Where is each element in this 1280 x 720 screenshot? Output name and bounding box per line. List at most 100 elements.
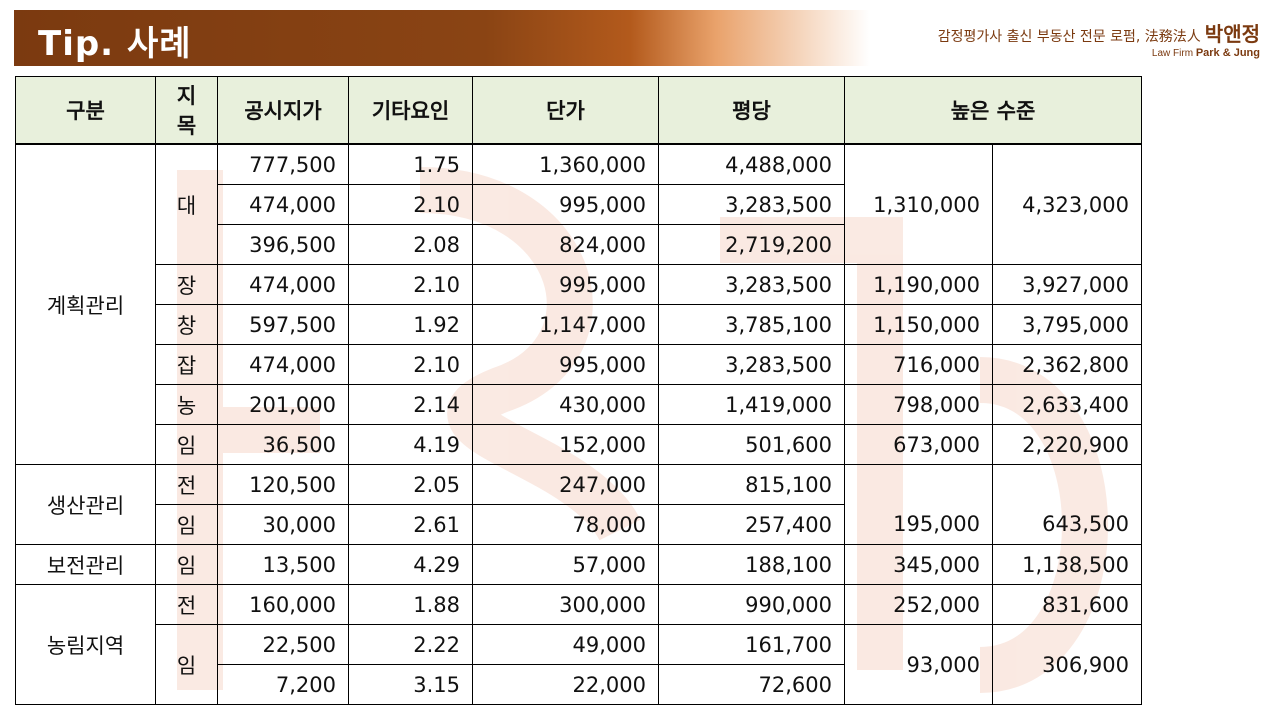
unit-price-cell: 300,000 — [472, 584, 659, 625]
per-pyeong-cell: 2,719,200 — [658, 224, 845, 265]
table-row: 잡 474,000 2.10 995,000 3,283,500 716,000… — [16, 344, 1142, 385]
posted-price-cell: 120,500 — [217, 464, 349, 505]
high-unit-cell: 798,000 — [844, 384, 993, 425]
unit-price-cell: 1,360,000 — [472, 143, 659, 185]
high-unit-cell — [844, 464, 993, 505]
firm-tagline: 감정평가사 출신 부동산 전문 로펌, 法務法人 — [937, 29, 1201, 45]
posted-price-cell: 22,500 — [217, 624, 349, 665]
high-unit-cell: 93,000 — [844, 624, 993, 705]
col-header-unit-price: 단가 — [472, 76, 659, 145]
per-pyeong-cell: 1,419,000 — [658, 384, 845, 425]
per-pyeong-cell: 161,700 — [658, 624, 845, 665]
high-pyeong-cell: 2,220,900 — [992, 424, 1142, 465]
posted-price-cell: 201,000 — [217, 384, 349, 425]
land-type-cell: 임 — [155, 504, 218, 545]
high-pyeong-cell: 1,138,500 — [992, 544, 1142, 585]
factor-cell: 1.75 — [348, 143, 473, 185]
unit-price-cell: 247,000 — [472, 464, 659, 505]
firm-logo: 감정평가사 출신 부동산 전문 로펌, 法務法人 박앤정 Law Firm Par… — [938, 18, 1260, 59]
factor-cell: 2.08 — [348, 224, 473, 265]
per-pyeong-cell: 4,488,000 — [658, 143, 845, 185]
high-unit-cell: 1,190,000 — [844, 264, 993, 305]
high-unit-cell: 716,000 — [844, 344, 993, 385]
firm-en-name: Park & Jung — [1195, 47, 1260, 59]
land-type-cell: 잡 — [155, 344, 218, 385]
table-row: 보전관리 임 13,500 4.29 57,000 188,100 345,00… — [15, 544, 1142, 585]
high-unit-cell: 673,000 — [844, 424, 993, 465]
unit-price-cell: 152,000 — [472, 424, 659, 465]
table-header-row: 구분 지목 공시지가 기타요인 단가 평당 높은 수준 — [15, 76, 1142, 145]
per-pyeong-cell: 501,600 — [658, 424, 845, 465]
posted-price-cell: 474,000 — [217, 264, 349, 305]
high-pyeong-cell: 831,600 — [992, 584, 1142, 625]
posted-price-cell: 396,500 — [217, 224, 349, 265]
unit-price-cell: 22,000 — [472, 664, 659, 705]
factor-cell: 4.19 — [348, 424, 473, 465]
title-bar: Tip. 사례 — [14, 10, 870, 66]
per-pyeong-cell: 3,283,500 — [658, 264, 845, 305]
unit-price-cell: 430,000 — [472, 384, 659, 425]
high-pyeong-cell: 2,362,800 — [992, 344, 1142, 385]
firm-en-prefix: Law Firm — [1151, 48, 1194, 59]
table-row: 생산관리 전 120,500 2.05 247,000 815,100 — [15, 464, 1142, 545]
col-header-land-type: 지목 — [155, 76, 218, 145]
posted-price-cell: 160,000 — [217, 584, 349, 625]
factor-cell: 2.10 — [348, 184, 473, 225]
unit-price-cell: 995,000 — [472, 344, 659, 385]
table-row: 임 30,000 2.61 78,000 257,400 195,000 643… — [16, 504, 1142, 545]
per-pyeong-cell: 815,100 — [658, 464, 845, 505]
high-unit-cell: 1,150,000 — [844, 304, 993, 345]
table-row: 임 22,500 2.22 49,000 161,700 93,000 306,… — [16, 624, 1142, 705]
high-unit-cell: 195,000 — [844, 504, 993, 545]
per-pyeong-cell: 188,100 — [658, 544, 845, 585]
posted-price-cell: 474,000 — [217, 344, 349, 385]
col-header-other-factor: 기타요인 — [348, 76, 473, 145]
posted-price-cell: 13,500 — [217, 544, 349, 585]
unit-price-cell: 824,000 — [472, 224, 659, 265]
factor-cell: 2.10 — [348, 264, 473, 305]
page-title: Tip. 사례 — [38, 24, 192, 64]
col-header-high-level: 높은 수준 — [844, 76, 1142, 145]
land-type-cell: 농 — [155, 384, 218, 425]
factor-cell: 3.15 — [348, 664, 473, 705]
high-unit-cell: 252,000 — [844, 584, 993, 625]
high-pyeong-cell: 3,927,000 — [992, 264, 1142, 305]
factor-cell: 2.10 — [348, 344, 473, 385]
posted-price-cell: 474,000 — [217, 184, 349, 225]
table-row: 장 474,000 2.10 995,000 3,283,500 1,190,0… — [16, 264, 1142, 305]
appraisal-table: 구분 지목 공시지가 기타요인 단가 평당 높은 수준 계획관리 대 777,5… — [15, 76, 1142, 705]
factor-cell: 1.88 — [348, 584, 473, 625]
category-cell: 농림지역 — [15, 584, 156, 705]
factor-cell: 2.05 — [348, 464, 473, 505]
factor-cell: 2.14 — [348, 384, 473, 425]
land-type-cell: 임 — [155, 624, 218, 705]
unit-price-cell: 49,000 — [472, 624, 659, 665]
land-type-cell: 창 — [155, 304, 218, 345]
high-unit-cell: 1,310,000 — [844, 143, 993, 265]
per-pyeong-cell: 990,000 — [658, 584, 845, 625]
unit-price-cell: 57,000 — [472, 544, 659, 585]
category-cell: 계획관리 — [15, 143, 156, 465]
per-pyeong-cell: 3,283,500 — [658, 344, 845, 385]
land-type-cell: 전 — [155, 584, 218, 625]
posted-price-cell: 777,500 — [217, 143, 349, 185]
table-row: 계획관리 대 777,500 1.75 1,360,000 4,488,000 … — [15, 143, 1142, 465]
land-type-cell: 장 — [155, 264, 218, 305]
factor-cell: 2.22 — [348, 624, 473, 665]
table-row: 7,200 3.15 22,000 72,600 — [16, 664, 1142, 705]
high-pyeong-cell: 306,900 — [992, 624, 1142, 705]
land-type-cell: 대 — [155, 143, 218, 265]
land-type-cell: 임 — [155, 544, 218, 585]
per-pyeong-cell: 257,400 — [658, 504, 845, 545]
high-pyeong-cell: 643,500 — [992, 504, 1142, 545]
high-pyeong-cell: 2,633,400 — [992, 384, 1142, 425]
per-pyeong-cell: 3,785,100 — [658, 304, 845, 345]
factor-cell: 1.92 — [348, 304, 473, 345]
unit-price-cell: 995,000 — [472, 184, 659, 225]
high-pyeong-cell: 3,795,000 — [992, 304, 1142, 345]
land-type-cell: 임 — [155, 424, 218, 465]
table-row: 농림지역 전 160,000 1.88 300,000 990,000 252,… — [15, 584, 1142, 705]
table-row: 임 36,500 4.19 152,000 501,600 673,000 2,… — [16, 424, 1142, 465]
posted-price-cell: 30,000 — [217, 504, 349, 545]
col-header-per-pyeong: 평당 — [658, 76, 845, 145]
